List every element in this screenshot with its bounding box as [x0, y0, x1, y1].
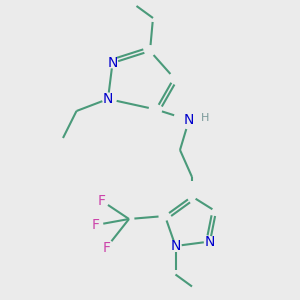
- Text: H: H: [200, 112, 209, 123]
- Text: N: N: [184, 113, 194, 127]
- Text: F: F: [92, 218, 100, 232]
- Text: F: F: [98, 194, 106, 208]
- Text: N: N: [205, 235, 215, 248]
- Text: N: N: [103, 92, 113, 106]
- Text: F: F: [103, 241, 110, 254]
- Text: N: N: [107, 56, 118, 70]
- Text: N: N: [170, 239, 181, 253]
